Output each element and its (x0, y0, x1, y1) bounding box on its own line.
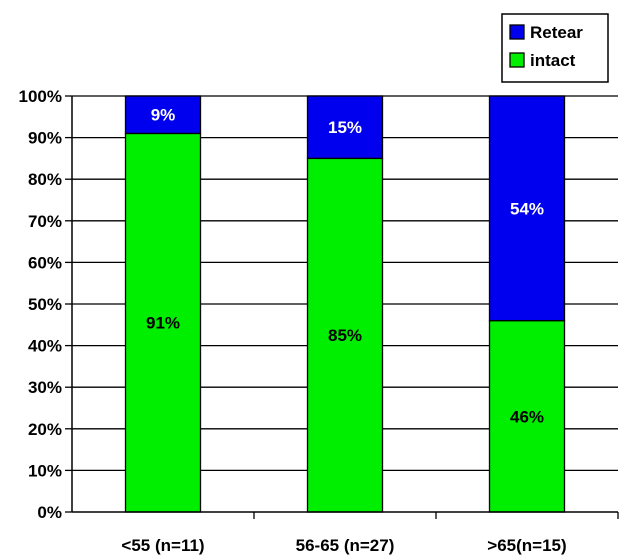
data-label: 46% (510, 407, 544, 426)
y-tick-label: 30% (28, 378, 62, 397)
data-label: 85% (328, 326, 362, 345)
y-tick-label: 80% (28, 170, 62, 189)
bar-retear (124, 95, 202, 135)
y-tick-label: 70% (28, 212, 62, 231)
x-tick-label: >65(n=15) (487, 536, 566, 555)
y-axis-ticks: 0% 10% 20% 30% 40% 50% 60% 70% 80% 90% 100% (19, 87, 72, 522)
legend-swatch-retear (509, 24, 525, 40)
bar-retear (306, 95, 384, 160)
y-tick-label: 40% (28, 337, 62, 356)
x-axis-ticks: <55 (n=11) 56-65 (n=27) >65(n=15) (121, 512, 619, 555)
y-tick-label: 50% (28, 295, 62, 314)
legend-label: Retear (530, 23, 583, 42)
x-tick-label: 56-65 (n=27) (296, 536, 395, 555)
data-labels: 91% 9% 85% 15% 46% 54% (146, 106, 544, 427)
data-label: 54% (510, 199, 544, 218)
bar-intact (488, 319, 566, 513)
y-tick-label: 10% (28, 461, 62, 480)
bars (124, 95, 566, 513)
y-tick-label: 90% (28, 129, 62, 148)
data-label: 9% (151, 106, 176, 125)
legend: Retear intact (501, 13, 609, 83)
x-tick-label: <55 (n=11) (121, 536, 204, 555)
data-label: 91% (146, 314, 180, 333)
legend-swatch-intact (509, 52, 525, 68)
y-tick-label: 20% (28, 420, 62, 439)
y-tick-label: 0% (37, 503, 62, 522)
bar-retear (488, 95, 566, 322)
legend-label: intact (530, 51, 576, 70)
data-label: 15% (328, 118, 362, 137)
y-tick-label: 100% (19, 87, 62, 106)
y-tick-label: 60% (28, 253, 62, 272)
